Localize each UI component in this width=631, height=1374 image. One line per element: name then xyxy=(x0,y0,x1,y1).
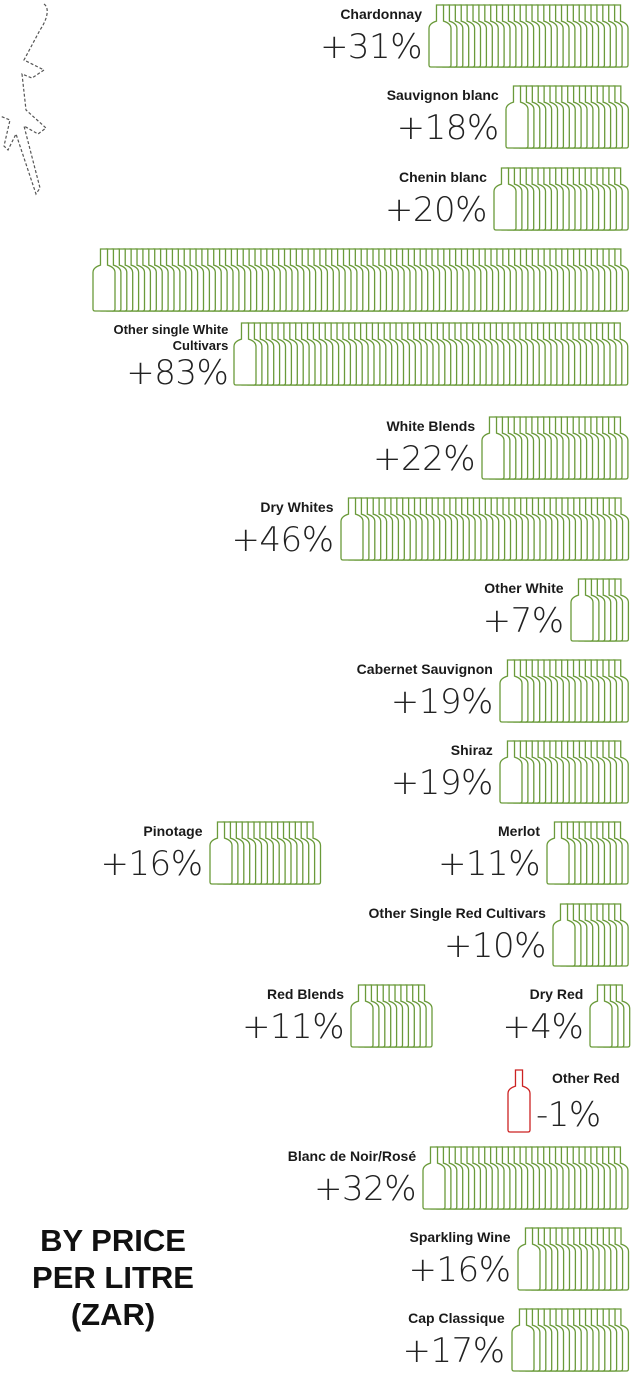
category-label: Pinotage xyxy=(143,823,203,839)
value-label: +20% xyxy=(384,190,488,230)
bottle-row xyxy=(92,248,629,312)
value-label: +17% xyxy=(402,1331,506,1371)
bottle-mark xyxy=(507,1069,531,1133)
bottle-mark xyxy=(505,85,529,149)
title-line-2: PER LITRE xyxy=(32,1260,194,1295)
category-label: Other Red xyxy=(552,1070,620,1086)
value-label: +46% xyxy=(231,520,334,560)
value-label: +16% xyxy=(100,844,203,884)
category-label: Other Single Red Cultivars xyxy=(368,905,546,921)
bottle-mark xyxy=(208,821,233,885)
bottle-mark xyxy=(422,1146,446,1210)
bottle-mark xyxy=(339,497,364,561)
value-label: +83% xyxy=(126,353,229,393)
bottle-mark xyxy=(92,248,116,312)
value-label: +32% xyxy=(314,1169,417,1209)
bottle-mark xyxy=(481,416,505,480)
bottle-row xyxy=(428,4,629,68)
bottle-row xyxy=(505,85,629,149)
bottle-row xyxy=(422,1146,629,1210)
bottle-row xyxy=(510,1308,629,1372)
category-label: Sauvignon blanc xyxy=(386,87,499,103)
category-label: White Blends xyxy=(386,418,476,434)
bottle-row xyxy=(569,578,629,642)
bottle-mark xyxy=(589,984,613,1048)
value-label: -1% xyxy=(536,1095,601,1135)
category-label: Shiraz xyxy=(450,742,493,758)
bottle-mark xyxy=(499,740,523,804)
bottle-row xyxy=(516,1227,629,1291)
bottle-row xyxy=(339,497,629,561)
value-label: +11% xyxy=(437,844,541,884)
value-label: +19% xyxy=(390,682,494,722)
bottle-row xyxy=(499,740,629,804)
bottle-row xyxy=(552,903,629,967)
value-label: +22% xyxy=(373,439,476,479)
value-label: +4% xyxy=(502,1007,584,1047)
bottle-row xyxy=(350,984,433,1048)
value-label: +16% xyxy=(408,1250,511,1290)
bottle-mark xyxy=(428,4,452,68)
value-label: +18% xyxy=(396,108,500,148)
category-label: Chardonnay xyxy=(340,6,422,22)
bottle-mark xyxy=(350,984,374,1048)
bottle-mark xyxy=(552,903,576,967)
chart-title: BY PRICE PER LITRE (ZAR) xyxy=(0,1222,226,1333)
bottle-mark xyxy=(499,659,523,723)
value-label: +7% xyxy=(482,601,564,641)
bottle-row xyxy=(481,416,629,480)
category-label: Dry Red xyxy=(529,986,584,1002)
category-label: Blanc de Noir/Rosé xyxy=(287,1148,417,1164)
title-line-1: BY PRICE xyxy=(40,1223,186,1258)
value-label: +31% xyxy=(319,27,423,67)
category-label: Cap Classique xyxy=(408,1310,505,1326)
bottle-mark xyxy=(510,1308,535,1372)
bottle-mark xyxy=(569,578,594,642)
value-label: +11% xyxy=(241,1007,345,1047)
value-label: +10% xyxy=(443,926,547,966)
airplane-outline-icon xyxy=(0,3,48,196)
bottle-row xyxy=(507,1069,531,1133)
category-label: Other White xyxy=(484,580,564,596)
value-label: +19% xyxy=(390,763,494,803)
bottle-mark xyxy=(516,1227,541,1291)
category-label: Merlot xyxy=(498,823,540,839)
bottle-mark xyxy=(493,167,517,231)
bottle-mark xyxy=(546,821,570,885)
bottle-row xyxy=(493,167,629,231)
bottle-row xyxy=(546,821,629,885)
category-label: Sparkling Wine xyxy=(409,1229,511,1245)
bottle-mark xyxy=(233,322,257,386)
category-label: Dry Whites xyxy=(260,499,334,515)
category-label: Cabernet Sauvignon xyxy=(356,661,493,677)
category-label: Other single White Cultivars xyxy=(113,322,229,353)
bottle-row xyxy=(499,659,629,723)
bottle-row xyxy=(208,821,321,885)
category-label: Red Blends xyxy=(266,986,344,1002)
bottle-row xyxy=(589,984,631,1048)
bottle-row xyxy=(233,322,629,386)
title-line-3: (ZAR) xyxy=(70,1297,156,1332)
category-label: Chenin blanc xyxy=(399,169,487,185)
